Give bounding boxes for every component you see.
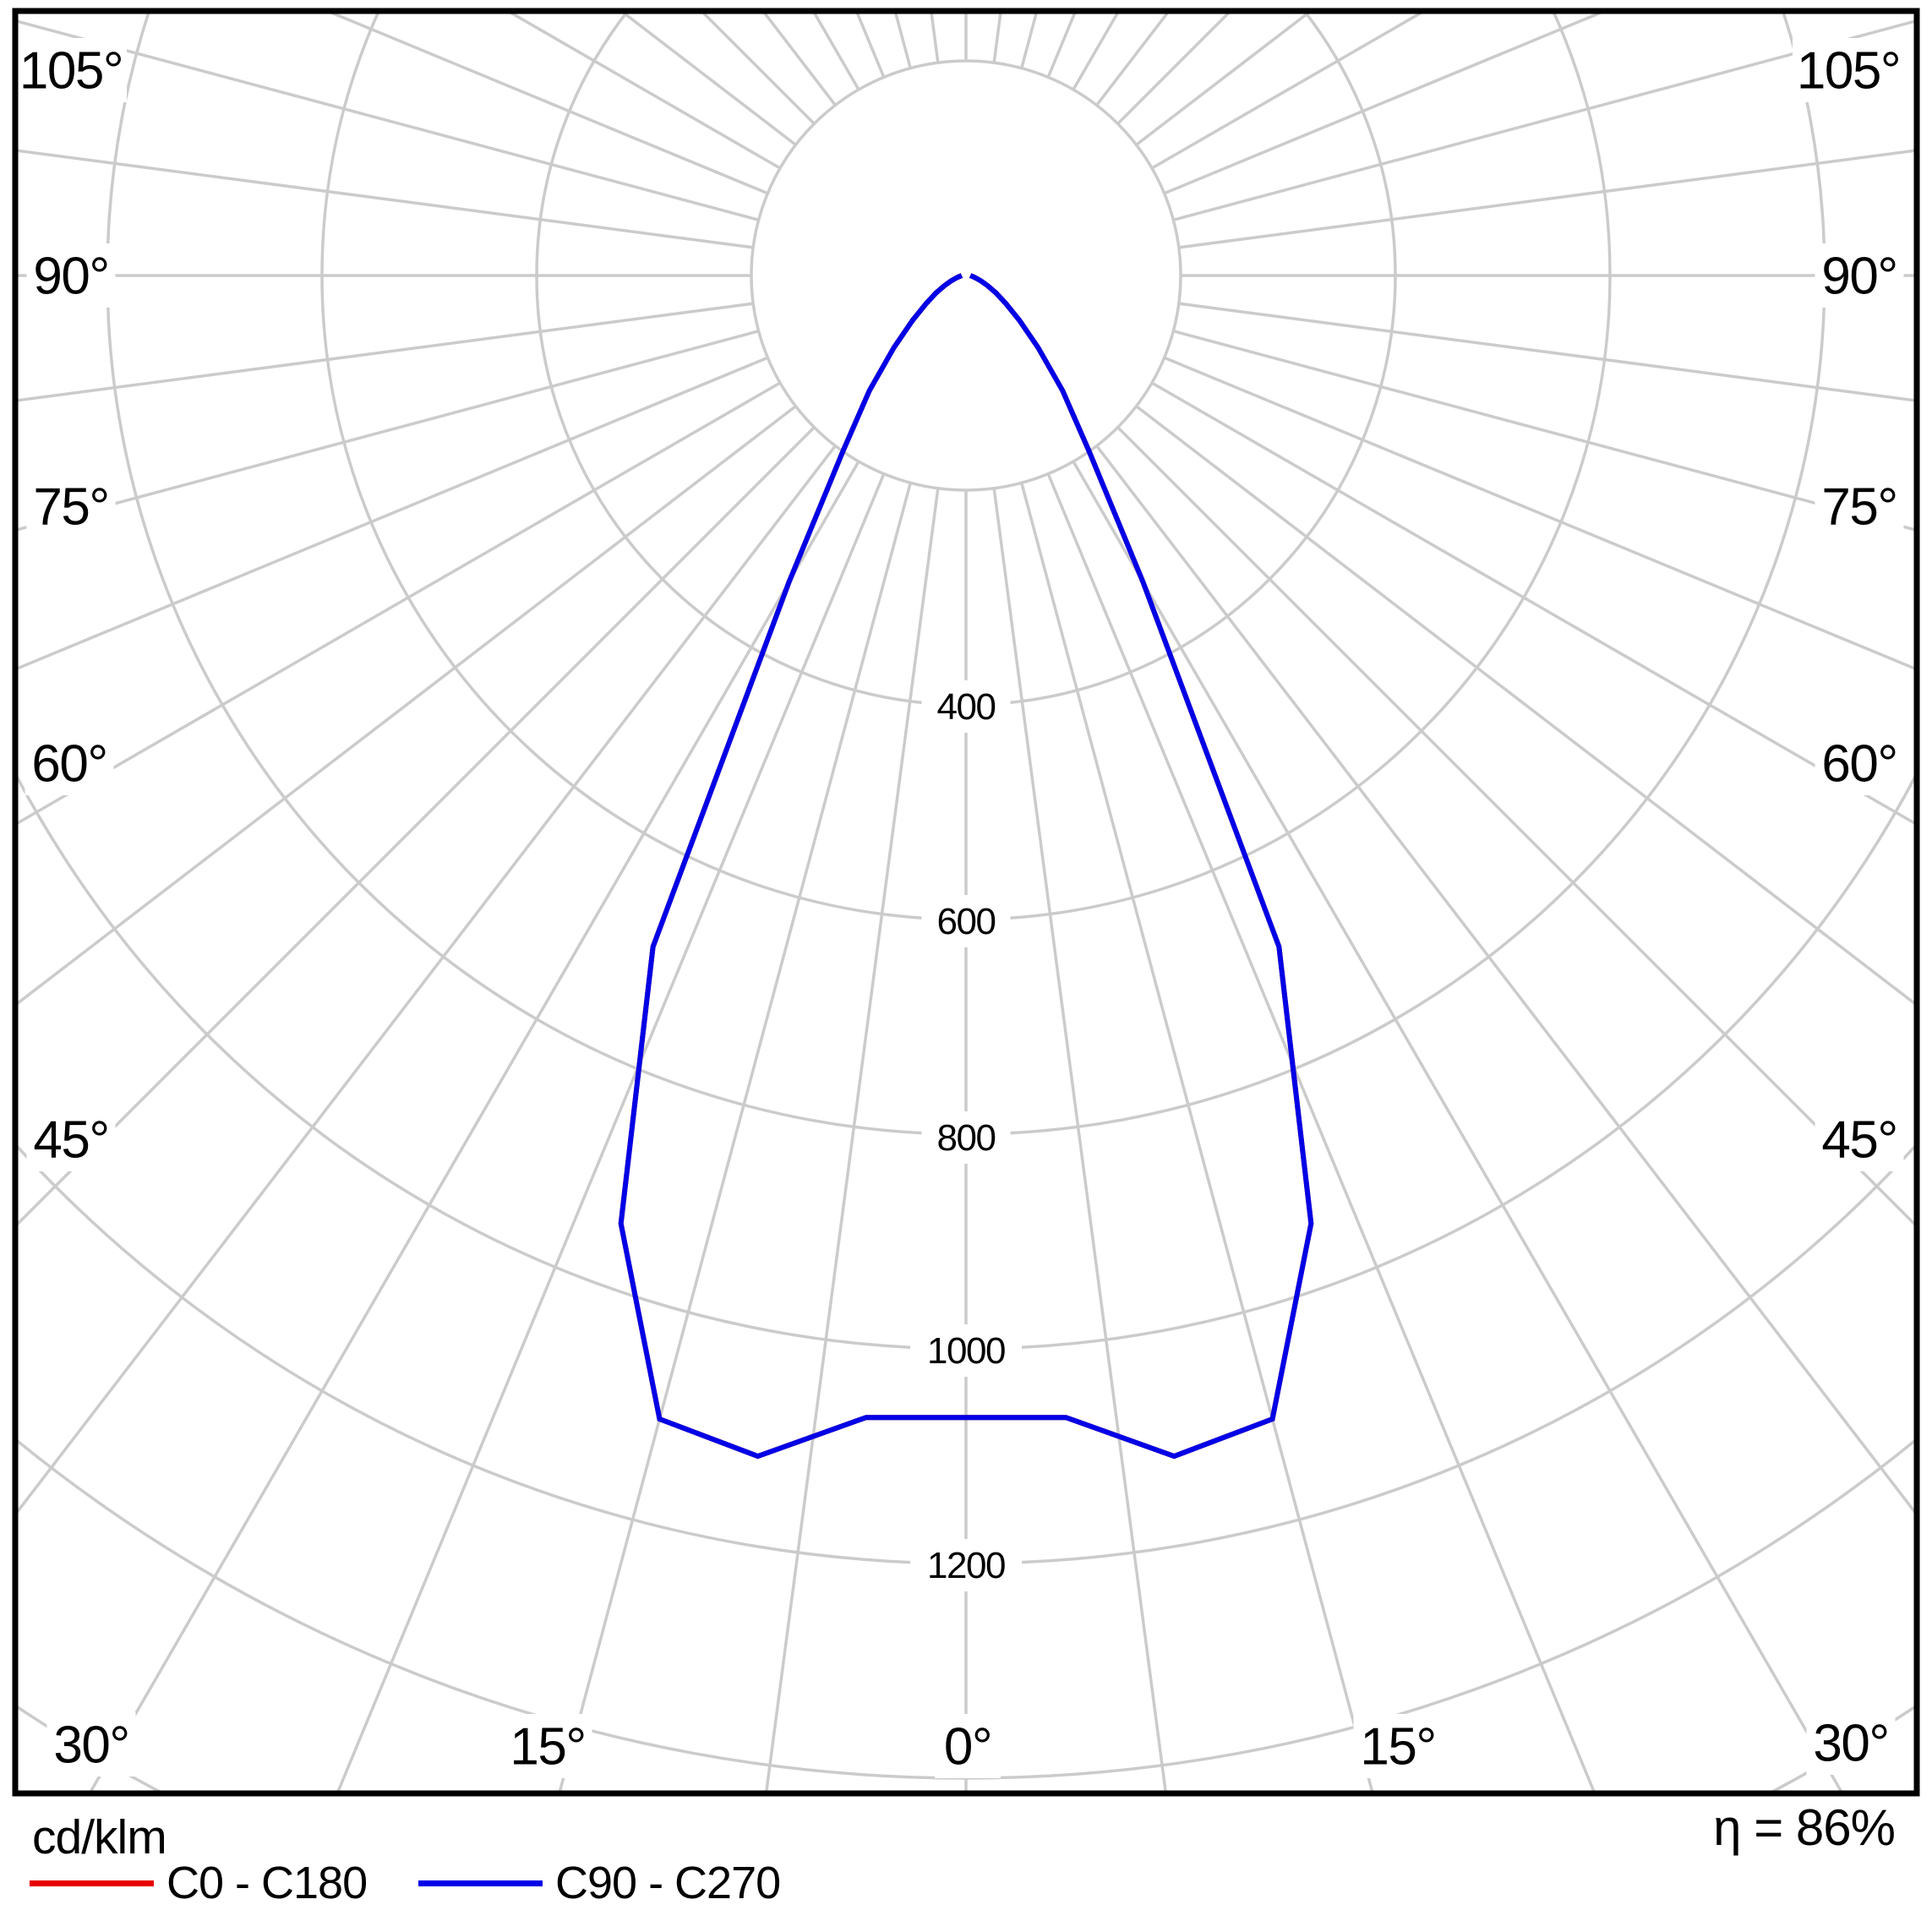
grid-ray-292.5 <box>15 356 769 671</box>
angle-label: 105° <box>1797 41 1900 100</box>
plot-border <box>12 8 1920 1797</box>
grid-ray-322.5 <box>15 445 837 1518</box>
legend-item-c0-c180: C0 - C180 <box>30 1856 368 1910</box>
ring-value-label-bg <box>921 895 1011 947</box>
angle-label-bg <box>26 243 116 308</box>
grid-ray-262.5 <box>15 149 754 249</box>
grid-ray-15 <box>1020 482 1375 1793</box>
grid-ray-7.5 <box>992 488 1168 1793</box>
angle-label: 45° <box>33 1111 108 1169</box>
grid-ray-315 <box>15 426 816 1229</box>
grid-ray-22.5 <box>1046 472 1596 1793</box>
ring-value-label: 800 <box>937 1117 996 1159</box>
grid-ray-285 <box>15 330 760 532</box>
legend-swatch-c90-c270 <box>418 1880 543 1886</box>
angle-label-bg <box>1806 1711 1896 1775</box>
grid-ray-277.5 <box>15 302 754 402</box>
curve-C90-C270 <box>618 273 1314 1460</box>
ring-value-label-bg <box>910 1324 1022 1377</box>
angle-label: 90° <box>33 247 108 305</box>
angle-label: 75° <box>33 478 108 536</box>
angle-label: 60° <box>31 734 106 793</box>
angle-label: 15° <box>1360 1717 1435 1776</box>
ring-value-label-bg <box>921 680 1011 733</box>
angle-label-bg <box>503 1714 592 1778</box>
legend-label-c90-c270: C90 - C270 <box>555 1858 781 1908</box>
unit-label: cd/klm <box>32 1810 167 1864</box>
grid-ray-307.5 <box>15 405 797 1007</box>
ring-value-label: 1000 <box>927 1330 1005 1372</box>
angle-label: 30° <box>53 1716 128 1774</box>
angle-label: 45° <box>1821 1111 1897 1169</box>
angle-label: 15° <box>510 1717 585 1776</box>
angle-label: 30° <box>1813 1714 1888 1772</box>
grid-ray-37.5 <box>1095 445 1917 1518</box>
grid-ray-112.5 <box>1163 11 1609 195</box>
efficiency-label: η = 86% <box>1713 1799 1896 1856</box>
grid-ray-82.5 <box>1178 302 1917 402</box>
legend-swatch-c0-c180 <box>30 1880 154 1886</box>
grid-ray-30 <box>1072 461 1844 1793</box>
curves-group <box>618 273 1314 1460</box>
angle-label-bg <box>935 1714 1001 1778</box>
angle-label-bg <box>1793 38 1904 102</box>
angle-label-bg <box>25 731 114 795</box>
ring-value-label-bg <box>921 1111 1011 1164</box>
grid-ray-330 <box>88 461 860 1793</box>
grid-ray-52.5 <box>1135 405 1917 1007</box>
grid-ray-337.5 <box>336 472 886 1793</box>
grid-ray-345 <box>557 482 912 1793</box>
legend-item-c90-c270: C90 - C270 <box>418 1856 781 1910</box>
grid-ray-240 <box>505 11 781 170</box>
ring-value-label: 600 <box>937 901 996 942</box>
grid-ray-105 <box>1172 19 1917 221</box>
angle-label-bg <box>46 1712 136 1776</box>
angle-label-bg <box>1353 1714 1443 1778</box>
angle-label-bg <box>26 1107 116 1171</box>
angle-label: 105° <box>19 41 123 100</box>
angle-label: 90° <box>1821 247 1897 305</box>
grid-ring-200 <box>750 59 1182 492</box>
grid-ray-75 <box>1172 330 1917 532</box>
angle-label-bg <box>26 474 116 538</box>
ring-value-label-bg <box>910 1539 1022 1591</box>
grid-ray-97.5 <box>1178 149 1917 249</box>
angle-label: 60° <box>1821 734 1897 793</box>
angle-label-bg <box>15 38 127 102</box>
grid-ray-352.5 <box>764 488 940 1793</box>
grid-ray-67.5 <box>1163 356 1917 671</box>
ring-value-label: 400 <box>937 686 996 728</box>
ring-value-label: 1200 <box>927 1545 1005 1586</box>
legend-label-c0-c180: C0 - C180 <box>166 1858 368 1908</box>
angle-label-bg <box>1815 243 1904 308</box>
grid-ray-60 <box>1151 381 1917 827</box>
angle-label-bg <box>1815 731 1904 795</box>
grid-ray-45 <box>1116 426 1917 1229</box>
angle-label-bg <box>1815 1107 1904 1171</box>
grid-ray-120 <box>1151 11 1427 170</box>
angle-label: 75° <box>1821 478 1897 536</box>
grid-ray-255 <box>15 19 760 221</box>
angle-label: 0° <box>944 1717 991 1776</box>
grid-ray-247.5 <box>323 11 769 195</box>
angle-label-bg <box>1815 474 1904 538</box>
grid-ray-300 <box>15 381 781 827</box>
